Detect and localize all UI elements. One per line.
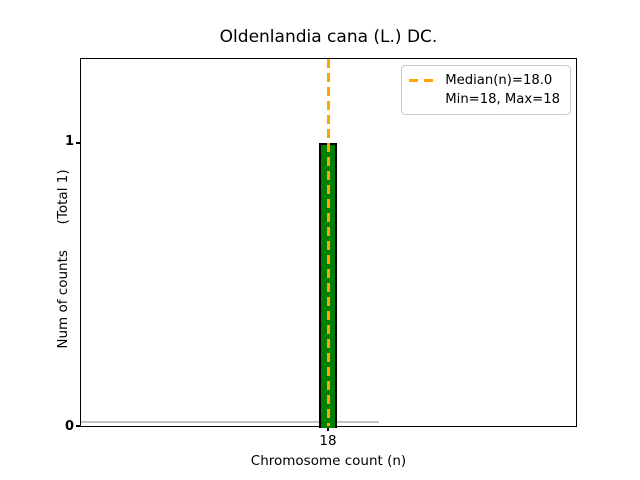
x-tick-mark-18: [327, 427, 329, 431]
legend-label-median: Median(n)=18.0: [445, 73, 553, 88]
x-tick-label-18: 18: [319, 433, 337, 449]
x-axis-label: Chromosome count (n): [250, 453, 407, 469]
y-axis-label-text: Num of counts (Total 1): [55, 169, 72, 349]
chart-title: Oldenlandia cana (L.) DC.: [219, 27, 438, 47]
zero-baseline-line: [81, 421, 379, 423]
y-tick-mark-1: [76, 142, 80, 144]
y-tick-label-0: 0: [64, 419, 74, 434]
legend-item-median: Median(n)=18.0: [409, 71, 560, 90]
legend-item-minmax: Min=18, Max=18: [409, 90, 560, 109]
y-tick-label-1: 1: [64, 134, 74, 149]
median-dashed-line: [327, 59, 330, 426]
y-tick-mark-0: [76, 425, 80, 427]
legend-label-minmax: Min=18, Max=18: [445, 92, 560, 107]
median-line-legend-swatch-icon: [409, 79, 434, 82]
legend: Median(n)=18.0 Min=18, Max=18: [401, 65, 571, 115]
empty-legend-swatch: [409, 98, 433, 101]
plot-area: Median(n)=18.0 Min=18, Max=18: [76, 58, 577, 431]
